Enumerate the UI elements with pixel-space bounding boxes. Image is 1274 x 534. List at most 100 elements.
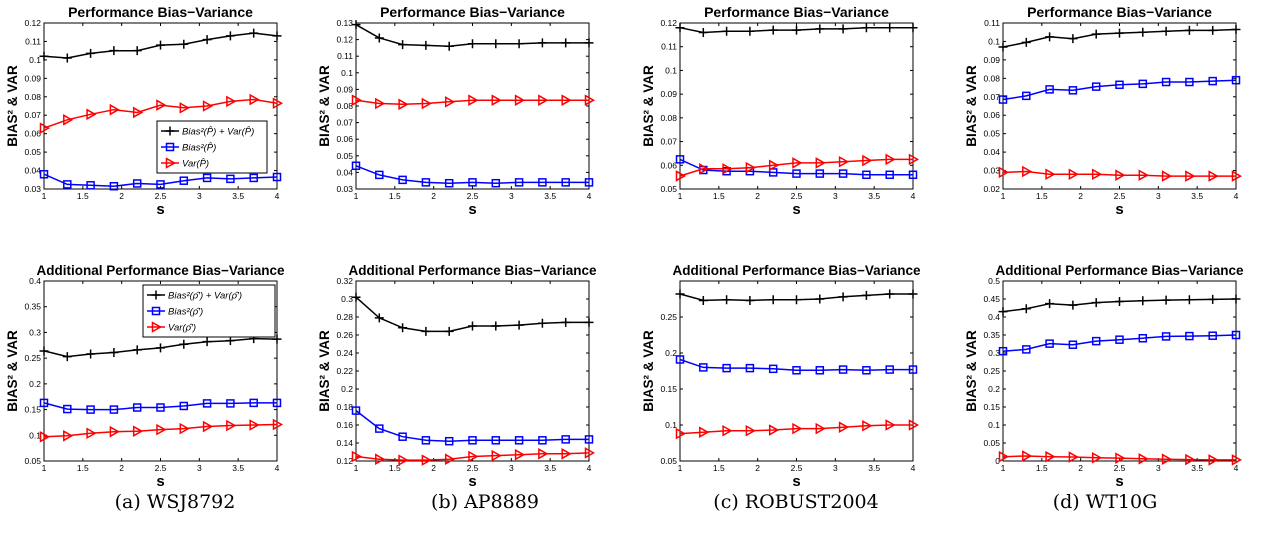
data-point-total [675, 23, 685, 33]
data-point-total [1231, 24, 1241, 34]
data-point-total [698, 295, 708, 305]
x-tick-label: 4 [911, 463, 916, 473]
y-tick-label: 0.1 [988, 36, 1000, 46]
series-line-bias [679, 158, 913, 176]
y-tick-label: 0.3 [988, 348, 1000, 358]
data-point-bias [584, 178, 594, 187]
y-tick-label: 0.05 [983, 129, 1000, 139]
data-point-bias [792, 169, 801, 178]
data-point-bias [885, 365, 894, 374]
data-point-total [1138, 296, 1148, 306]
y-tick-label: 0.5 [988, 276, 1000, 286]
y-tick-label: 0.09 [660, 89, 677, 99]
data-point-var [351, 450, 363, 463]
data-point-total [1115, 297, 1124, 307]
data-point-var [699, 163, 710, 175]
x-tick-label: 2 [119, 463, 124, 473]
x-tick-label: 4 [275, 191, 280, 201]
legend-marker-bias [165, 142, 175, 152]
data-point-bias [1115, 80, 1124, 90]
series-var [351, 447, 596, 466]
data-point-total [815, 294, 825, 304]
y-tick-label: 0.15 [983, 402, 1000, 412]
x-tick-label: 3.5 [544, 191, 556, 201]
chart-panel-7: Additional Performance Bias−Variance 1 1.5… [641, 263, 921, 490]
data-point-var [272, 97, 284, 110]
x-tick-label: 4 [587, 463, 592, 473]
data-point-bias [538, 436, 547, 445]
data-point-total [39, 51, 49, 61]
legend-entry-total: Bias²(P̂) + Var(P̂) [182, 126, 254, 138]
data-point-var [421, 97, 432, 110]
x-tick-label: 3 [833, 463, 838, 473]
y-tick-label: 0.35 [983, 330, 1000, 340]
data-point-total [861, 23, 871, 33]
data-point-bias [675, 155, 685, 164]
data-point-var [109, 103, 120, 116]
data-point-var [468, 94, 479, 106]
data-point-total [1231, 294, 1241, 304]
plot-frame [679, 22, 914, 190]
data-point-bias [815, 366, 825, 375]
data-point-total [491, 321, 501, 331]
data-point-var [768, 424, 780, 436]
data-point-bias [1161, 332, 1171, 341]
data-point-total [561, 317, 571, 327]
series-total [998, 294, 1241, 317]
data-point-total [225, 336, 235, 346]
x-tick-label: 2 [755, 191, 760, 201]
y-tick-label: 0.06 [336, 134, 353, 144]
legend: Bias²(P̂) + Var(P̂) Bias²(P̂) Var(P̂) [156, 120, 268, 174]
data-point-bias [792, 366, 801, 375]
data-point-var [63, 430, 74, 442]
series-bias [998, 330, 1241, 356]
y-tick-label: 0.35 [24, 302, 41, 312]
series-bias [351, 406, 594, 446]
x-axis-label: s [468, 201, 476, 218]
y-tick-label: 0.06 [24, 129, 41, 139]
data-point-total [132, 46, 142, 56]
data-point-total [1115, 28, 1124, 38]
series-bias [351, 161, 594, 188]
data-point-bias [226, 399, 235, 408]
data-point-var [815, 157, 826, 169]
data-point-total [444, 41, 454, 51]
legend-marker-total [165, 126, 175, 136]
data-point-total [225, 31, 235, 41]
data-point-total [62, 53, 72, 63]
data-point-total [1184, 295, 1194, 305]
series-total [39, 334, 282, 362]
data-point-var [375, 97, 386, 110]
x-tick-label: 2 [431, 191, 436, 201]
chart-panel-8: Additional Performance Bias−Variance 1 1.5… [964, 263, 1244, 490]
data-point-var [491, 449, 502, 462]
data-point-bias [768, 168, 778, 177]
y-tick-label: 0.2 [341, 384, 353, 394]
data-point-bias [351, 161, 361, 171]
data-point-var [722, 163, 733, 175]
x-tick-label: 2 [431, 463, 436, 473]
y-tick-label: 0.12 [336, 456, 353, 466]
series-line-var [355, 452, 590, 461]
data-point-var [109, 425, 120, 438]
series-line-bias [43, 402, 277, 411]
data-point-total [815, 24, 825, 34]
data-point-var [722, 424, 733, 437]
x-tick-label: 4 [587, 191, 592, 201]
data-point-total [468, 321, 477, 331]
x-tick-label: 2.5 [791, 191, 803, 201]
data-point-total [998, 42, 1008, 52]
data-point-total [1091, 298, 1101, 308]
data-point-var [1231, 454, 1243, 466]
data-point-bias [202, 399, 212, 408]
data-point-var [132, 106, 144, 119]
y-tick-label: 0.11 [661, 42, 677, 52]
y-tick-label: 0.09 [336, 84, 353, 94]
x-tick-label: 1 [42, 191, 47, 201]
data-point-var [1022, 165, 1033, 178]
x-tick-label: 1 [678, 191, 683, 201]
series-line-var [1002, 455, 1236, 461]
series-line-bias [355, 410, 589, 442]
series-total [998, 24, 1241, 52]
data-point-bias [1138, 333, 1148, 343]
